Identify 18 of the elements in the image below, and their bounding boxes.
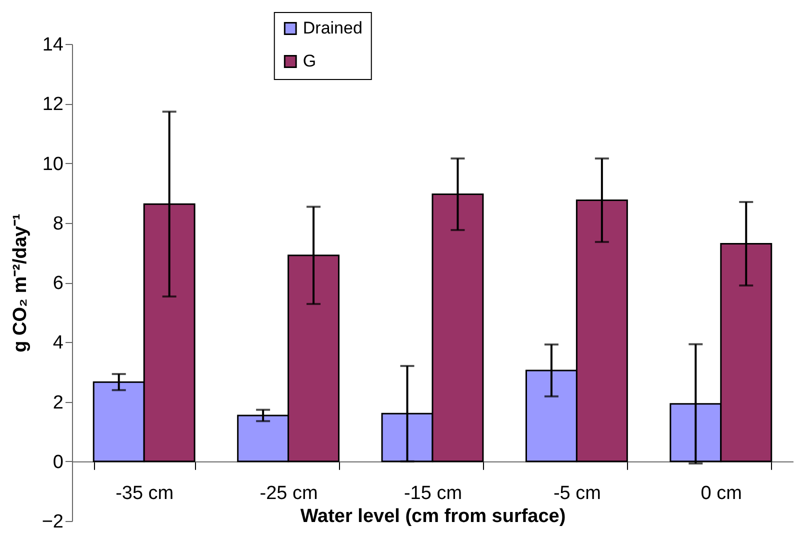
x-axis-title: Water level (cm from surface) [300, 506, 566, 527]
y-tick-label: 4 [52, 332, 64, 354]
legend-label: G [302, 52, 316, 70]
y-tick-label: −2 [42, 512, 64, 532]
legend-label: Drained [302, 18, 362, 38]
x-tick-label: -15 cm [404, 482, 462, 504]
y-tick-label: 10 [42, 154, 64, 175]
y-tick-label: 2 [52, 392, 64, 414]
y-tick-label: 14 [42, 34, 64, 56]
y-tick-label: 6 [52, 273, 64, 294]
y-tick-label: 12 [42, 94, 64, 116]
x-tick-label: -25 cm [260, 482, 318, 504]
x-tick-label: -5 cm [553, 482, 601, 504]
x-tick-label: -35 cm [116, 482, 174, 504]
y-tick-label: 0 [52, 452, 64, 473]
y-tick-label: 8 [52, 213, 64, 234]
y-axis-title: g CO₂ m⁻²/day⁻¹ [10, 214, 31, 352]
x-tick-label: 0 cm [700, 482, 742, 504]
